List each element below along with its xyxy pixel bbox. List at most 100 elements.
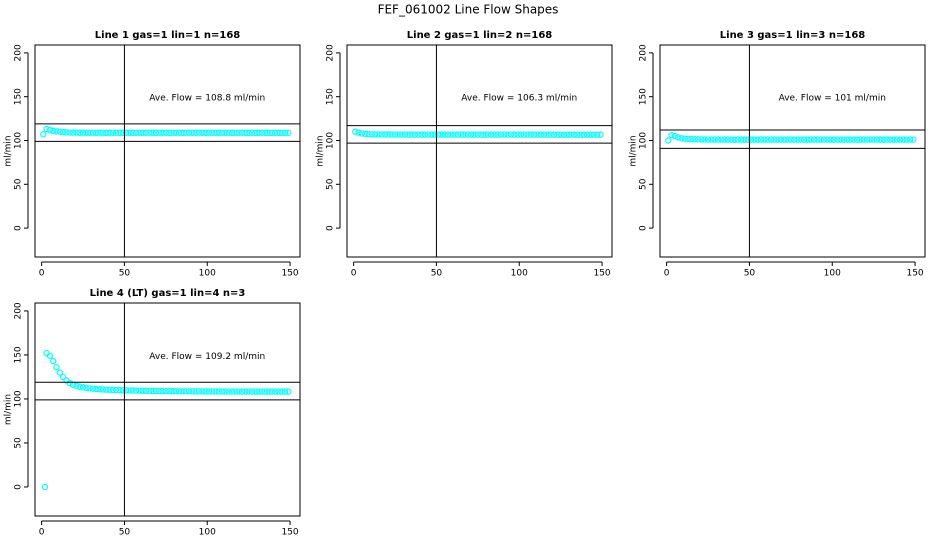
point (53, 128, 60, 135)
point (728, 136, 735, 143)
point (199, 388, 206, 395)
y-tick-label: 100 (14, 390, 24, 407)
point (242, 388, 249, 395)
point (89, 129, 97, 136)
point (481, 131, 488, 138)
point (668, 132, 675, 139)
point (142, 129, 150, 136)
point (564, 131, 571, 138)
point (225, 388, 232, 395)
point (159, 129, 166, 136)
point (362, 130, 369, 138)
y-tick-label: 100 (326, 132, 336, 149)
point (182, 129, 189, 136)
panel-title: Line 4 (LT) gas=1 lin=4 n=3 (90, 288, 246, 299)
point (800, 136, 808, 143)
point (441, 131, 448, 138)
point (79, 129, 87, 136)
x-tick-label: 150 (906, 269, 923, 279)
point (218, 388, 226, 395)
y-tick-label: 100 (14, 132, 24, 149)
point (458, 131, 465, 138)
plot-frame (346, 44, 613, 258)
point (877, 136, 884, 143)
point (837, 136, 844, 143)
point (218, 129, 226, 136)
point (152, 387, 160, 395)
point (521, 131, 528, 138)
point (172, 387, 179, 395)
point (122, 129, 130, 136)
point (790, 136, 798, 143)
point (906, 136, 914, 143)
point (714, 136, 722, 143)
point (787, 136, 795, 143)
annotation: Ave. Flow = 101 ml/min (779, 94, 886, 104)
point (275, 388, 282, 395)
point (352, 128, 359, 135)
point (385, 131, 392, 138)
point (850, 136, 857, 143)
point (708, 136, 715, 143)
point (388, 131, 395, 138)
point (40, 131, 47, 138)
point (507, 131, 515, 138)
point (560, 131, 568, 138)
point (205, 129, 213, 136)
point (152, 129, 160, 137)
point (358, 130, 366, 137)
point (245, 388, 252, 395)
y-tick-label: 50 (14, 178, 24, 190)
point (751, 136, 758, 143)
x-tick-label: 150 (281, 269, 298, 279)
annotation: Ave. Flow = 106.3 ml/min (461, 94, 577, 104)
point (262, 388, 269, 395)
point (771, 136, 778, 143)
point (66, 129, 73, 136)
point (757, 136, 765, 143)
point (684, 135, 692, 143)
point (99, 386, 107, 393)
point (46, 126, 54, 134)
point (590, 131, 597, 138)
point (774, 136, 781, 143)
point (165, 387, 173, 395)
panel-title: Line 2 gas=1 lin=2 n=168 (407, 30, 553, 41)
point (890, 136, 897, 143)
point (238, 129, 246, 136)
point (737, 136, 745, 143)
x-tick-label: 0 (39, 528, 45, 538)
point (734, 136, 742, 143)
point (106, 129, 113, 136)
point (195, 129, 203, 136)
point (265, 388, 272, 395)
point (497, 131, 505, 138)
point (139, 387, 146, 394)
point (212, 388, 219, 395)
point (408, 131, 415, 138)
point (597, 131, 604, 138)
point (205, 388, 213, 395)
point (583, 131, 591, 138)
point (132, 129, 140, 136)
x-tick-label: 0 (39, 269, 45, 279)
point (761, 136, 768, 143)
point (665, 137, 672, 144)
plot-frame (34, 302, 301, 517)
x-tick-label: 50 (744, 269, 756, 279)
point (242, 129, 249, 137)
point (903, 136, 910, 143)
point (126, 129, 133, 136)
point (232, 129, 239, 136)
point (438, 131, 445, 138)
point (853, 136, 861, 143)
point (530, 131, 538, 138)
panel-title: Line 3 gas=1 lin=3 n=168 (720, 30, 866, 41)
y-tick-label: 200 (326, 44, 336, 61)
point (896, 136, 904, 143)
point (103, 386, 110, 393)
point (192, 129, 199, 136)
y-tick-label: 0 (14, 225, 24, 231)
point (50, 357, 57, 365)
point (870, 136, 877, 143)
